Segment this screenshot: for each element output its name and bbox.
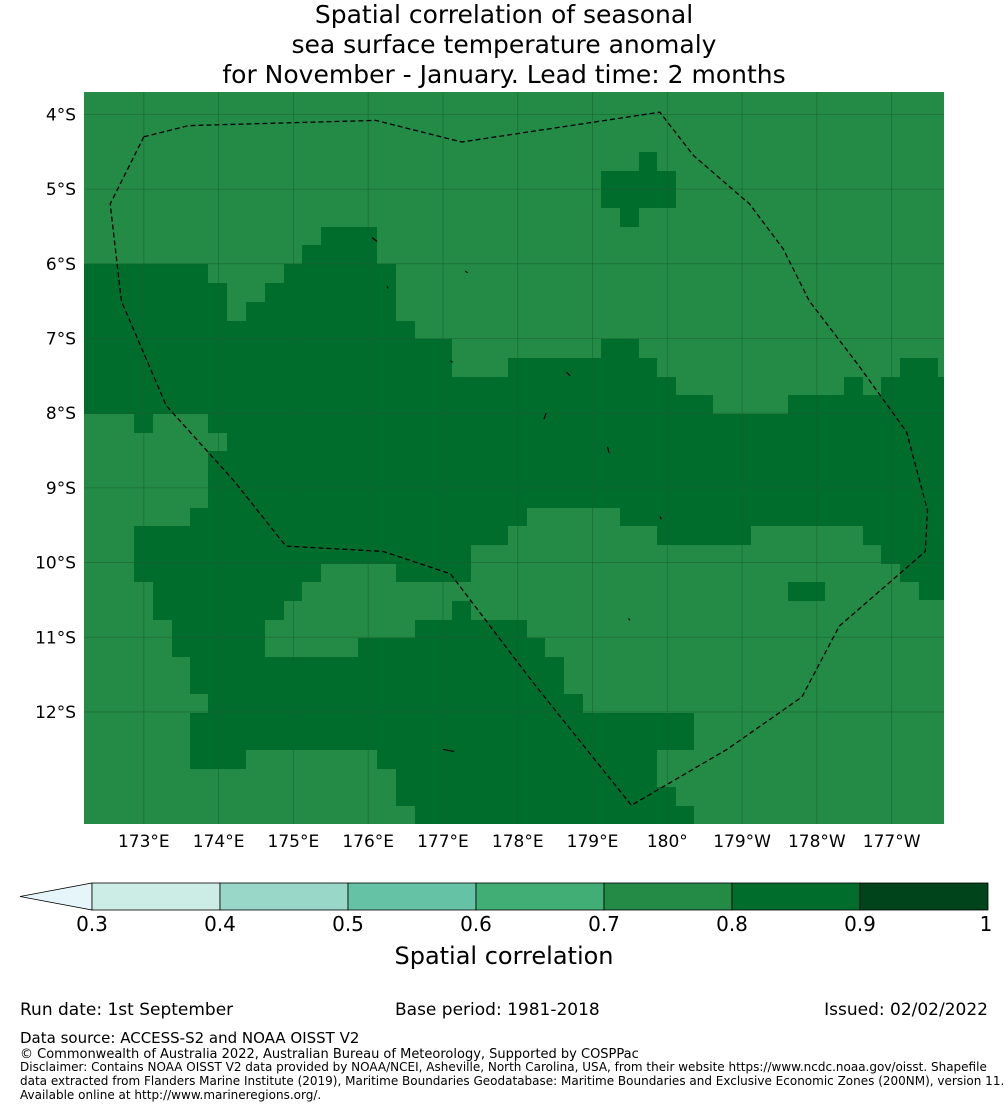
colorbar-segment: [91, 882, 221, 911]
colorbar-segment: [219, 882, 349, 911]
lon-tick-label: 178°E: [492, 832, 544, 852]
island: [659, 515, 662, 520]
lon-tick-label: 176°E: [342, 832, 394, 852]
lat-tick-label: 9°S: [46, 479, 76, 499]
colorbar-tick-label: 0.7: [588, 912, 620, 936]
lon-tick-label: 180°: [647, 832, 688, 852]
lon-tick-label: 173°E: [118, 832, 170, 852]
lat-tick-label: 11°S: [35, 628, 76, 648]
colorbar-segment: [347, 882, 477, 911]
colorbar-tick-label: 0.9: [844, 912, 876, 936]
lon-tick-label: 177°W: [863, 832, 921, 852]
lat-tick-label: 8°S: [46, 404, 76, 424]
lon-tick-label: 178°W: [788, 832, 846, 852]
title-line-2: sea surface temperature anomaly: [291, 30, 717, 59]
run-date: Run date: 1st September: [20, 1000, 234, 1020]
correlation-map: 4°S 5°S 6°S 7°S 8°S 9°S 10°S 11°S 12°S 173°E 174°E…: [19, 92, 989, 911]
lat-tick-label: 12°S: [35, 703, 76, 723]
lat-tick-label: 10°S: [35, 554, 76, 574]
island: [543, 412, 547, 420]
colorbar-tick-label: 0.4: [204, 912, 236, 936]
lat-tick-label: 6°S: [46, 255, 76, 275]
colorbar-segment: [603, 882, 733, 911]
eez-boundary: [109, 111, 929, 807]
colorbar-segment: [475, 882, 605, 911]
colorbar-segment: [859, 882, 989, 911]
disclaimer: Disclaimer: Contains NOAA OISST V2 data …: [20, 1060, 1005, 1102]
island: [450, 360, 454, 363]
lon-tick-label: 177°E: [417, 832, 469, 852]
high-correlation-region: [84, 227, 944, 824]
title-line-1: Spatial correlation of seasonal: [314, 0, 694, 29]
island: [606, 446, 610, 453]
lon-tick-label: 175°E: [268, 832, 320, 852]
title-line-3: for November - January. Lead time: 2 mon…: [222, 60, 786, 89]
island: [465, 270, 468, 274]
lat-tick-label: 5°S: [46, 180, 76, 200]
island: [627, 618, 631, 621]
lat-tick-label: 7°S: [46, 329, 76, 349]
colorbar-tick-label: 0.8: [716, 912, 748, 936]
lon-tick-label: 179°E: [567, 832, 619, 852]
colorbar-tick-label: 1: [979, 912, 993, 936]
island: [565, 371, 571, 377]
island: [371, 237, 378, 242]
colorbar-segment: [731, 882, 861, 911]
high-correlation-region: [788, 582, 825, 601]
issued-date: Issued: 02/02/2022: [824, 1000, 988, 1020]
island: [386, 285, 389, 289]
data-source: Data source: ACCESS-S2 and NOAA OISST V2: [20, 1029, 360, 1047]
island: [442, 748, 455, 753]
lat-tick-label: 4°S: [46, 105, 76, 125]
colorbar-tick-label: 0.6: [460, 912, 492, 936]
base-period: Base period: 1981-2018: [395, 1000, 600, 1020]
colorbar-extend-arrow: [19, 882, 93, 911]
colorbar-tick-label: 0.3: [76, 912, 108, 936]
copyright: © Commonwealth of Australia 2022, Austra…: [20, 1047, 639, 1062]
colorbar-label: Spatial correlation: [394, 942, 614, 970]
colorbar-tick-label: 0.5: [332, 912, 364, 936]
lon-tick-label: 174°E: [193, 832, 245, 852]
lon-tick-label: 179°W: [713, 832, 771, 852]
